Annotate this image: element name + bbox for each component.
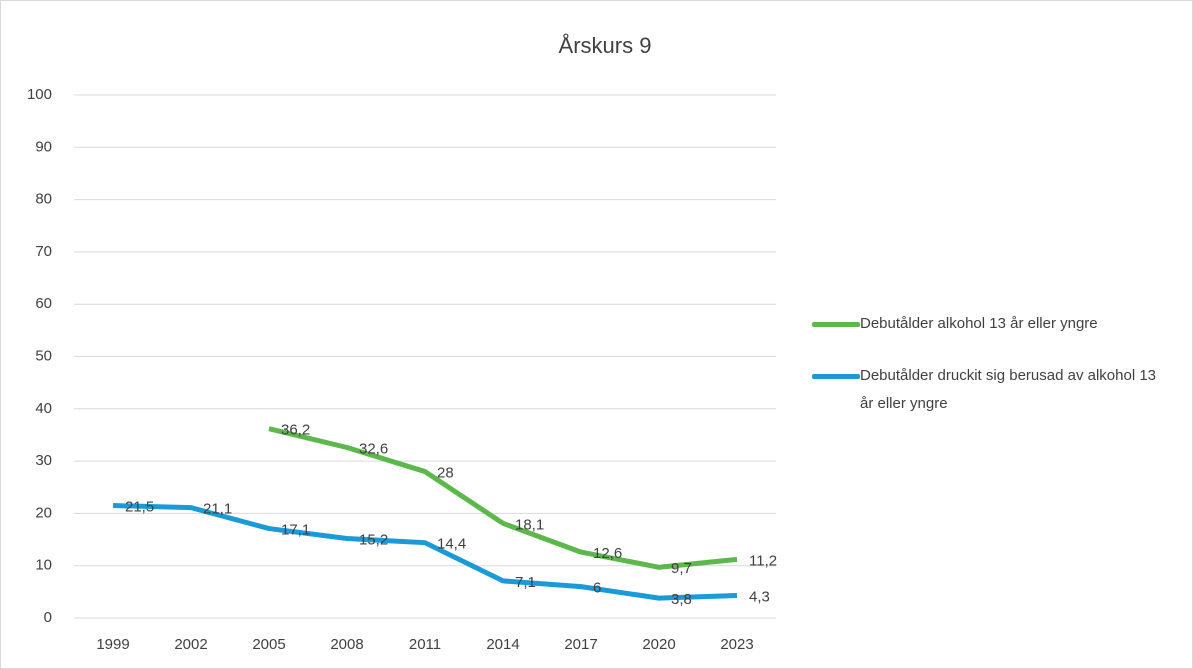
legend-swatch [812,374,860,379]
x-tick-label: 2005 [252,636,285,653]
legend-item: Debutålder alkohol 13 år eller yngre [812,310,1172,338]
data-label: 11,2 [749,552,777,569]
x-tick-label: 2020 [642,636,675,653]
y-tick-label: 100 [27,86,52,103]
x-tick-label: 2014 [486,636,519,653]
data-label: 14,4 [437,536,466,553]
y-tick-label: 50 [35,347,52,364]
data-label: 28 [437,465,454,482]
y-tick-label: 80 [35,191,52,208]
x-tick-label: 2011 [409,636,441,653]
data-label: 21,5 [125,499,154,516]
y-tick-label: 40 [35,400,52,417]
data-label: 36,2 [281,422,310,439]
y-tick-label: 10 [35,557,52,574]
data-label: 15,2 [359,531,388,548]
data-label: 21,1 [203,501,232,518]
x-tick-label: 2017 [564,636,597,653]
x-tick-label: 2023 [720,636,753,653]
legend-swatch [812,322,860,327]
legend-label: Debutålder alkohol 13 år eller yngre [860,315,1098,332]
legend-item: Debutålder druckit sig berusad av alkoho… [812,362,1172,418]
x-tick-label: 2002 [174,636,207,653]
data-label: 7,1 [515,574,536,591]
data-label: 17,1 [281,522,310,539]
data-label: 4,3 [749,588,770,605]
y-tick-label: 30 [35,452,52,469]
x-tick-label: 1999 [96,636,129,653]
data-label: 3,8 [671,591,692,608]
data-label: 18,1 [515,516,544,533]
data-label: 32,6 [359,440,388,457]
series-line [268,426,738,570]
y-tick-label: 0 [44,609,52,626]
chart-title: Årskurs 9 [559,33,652,58]
series-line [112,503,738,601]
data-label: 6 [593,580,601,597]
y-tick-label: 90 [35,138,52,155]
y-tick-label: 60 [35,295,52,312]
y-tick-label: 70 [35,243,52,260]
data-label: 12,6 [593,545,622,562]
legend: Debutålder alkohol 13 år eller yngre Debu… [812,310,1172,442]
y-tick-label: 20 [35,504,52,521]
legend-label: Debutålder druckit sig berusad av alkoho… [860,367,1157,412]
data-label: 9,7 [671,560,692,577]
x-tick-label: 2008 [330,636,363,653]
